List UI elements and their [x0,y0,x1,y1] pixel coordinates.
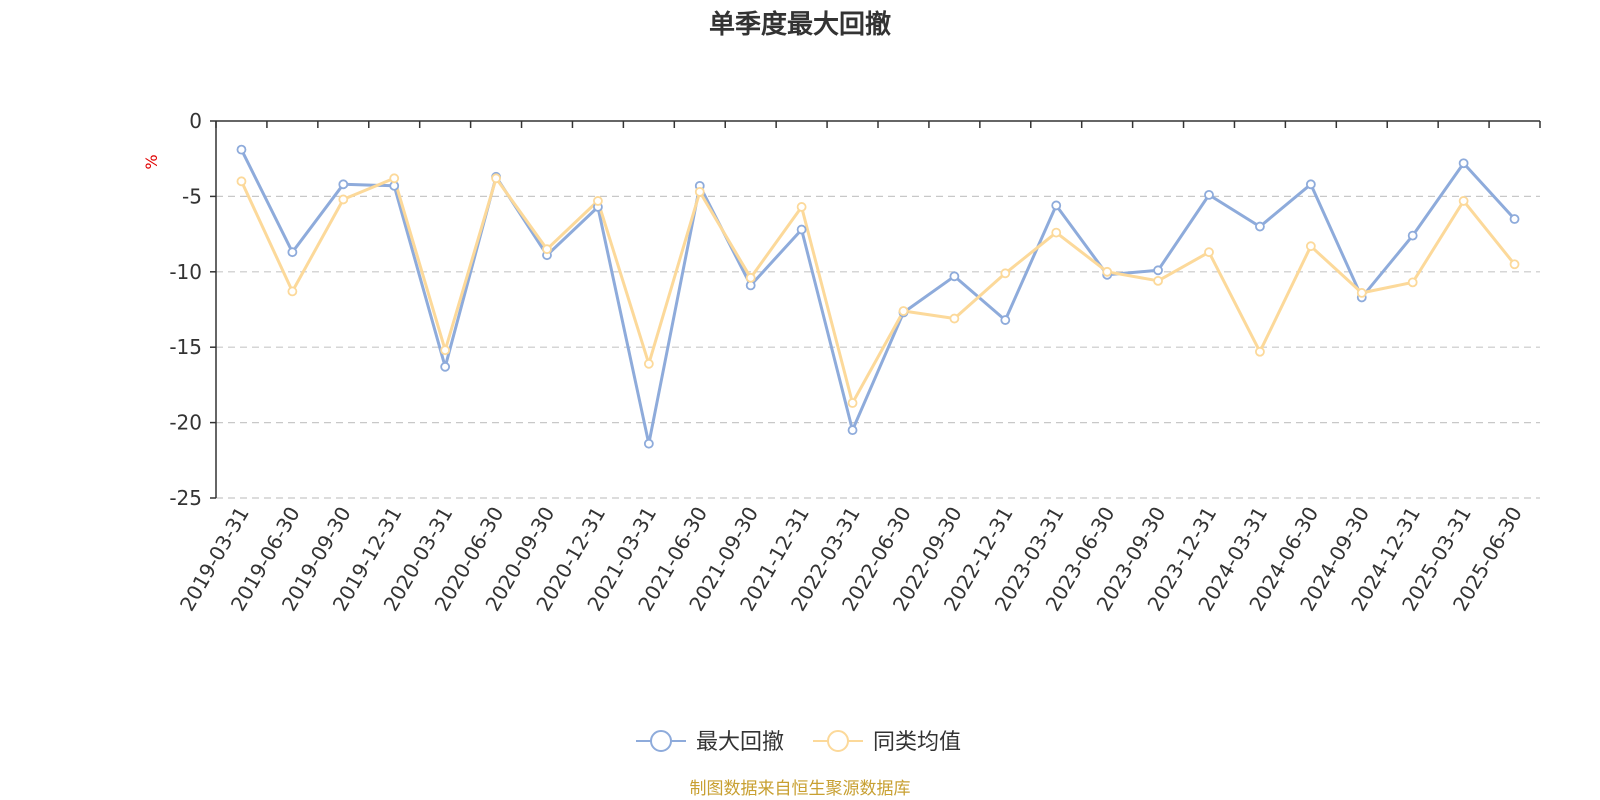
data-point-series-1[interactable] [593,196,603,206]
data-point-series-1[interactable] [1458,196,1469,206]
axes [215,120,1540,498]
data-point-series-1[interactable] [949,313,960,324]
data-point-series-1[interactable] [1000,268,1011,279]
data-point-series-0[interactable] [796,224,807,235]
data-point-series-1[interactable] [847,398,858,408]
data-point-series-0[interactable] [847,425,858,436]
legend-label-max-drawdown: 最大回撤 [696,730,784,755]
y-tick-label: -5 [182,184,202,208]
data-point-series-0[interactable] [440,361,451,372]
data-point-series-1[interactable] [1204,247,1214,258]
data-point-series-0[interactable] [1051,200,1062,211]
series-line-0 [240,149,1516,446]
data-point-series-1[interactable] [491,173,501,184]
data-point-series-0[interactable] [1407,230,1418,241]
data-point-series-1[interactable] [694,186,705,197]
data-point-series-1[interactable] [287,286,298,297]
data-point-series-1[interactable] [1255,346,1265,357]
data-point-series-0[interactable] [1458,158,1469,169]
legend[interactable]: 最大回撤 同类均值 [636,730,961,755]
data-point-series-0[interactable] [949,271,960,282]
data-point-series-1[interactable] [236,176,247,187]
data-point-series-1[interactable] [1305,241,1316,252]
legend-item-peer-average[interactable]: 同类均值 [813,730,961,755]
data-point-series-1[interactable] [542,244,552,255]
data-point-series-1[interactable] [1102,266,1113,277]
data-point-series-0[interactable] [643,438,654,449]
data-point-series-1[interactable] [898,306,909,316]
data-point-series-1[interactable] [440,345,451,356]
data-point-series-1[interactable] [1051,227,1062,238]
data-point-series-1[interactable] [1509,259,1520,270]
data-point-series-0[interactable] [287,247,298,258]
data-point-series-1[interactable] [1153,275,1163,286]
legend-circle-icon [827,730,849,752]
data-point-series-1[interactable] [796,202,807,212]
y-tick-label: -10 [169,260,202,284]
y-axis-unit: % [142,154,161,169]
y-tick-label: -25 [169,486,202,510]
data-point-series-0[interactable] [1153,265,1163,276]
y-axis-ticks: 0 -5 -10 -15 -20 -25 [169,109,216,510]
data-point-series-0[interactable] [338,179,349,190]
data-point-series-0[interactable] [1305,179,1316,190]
series-line-1 [240,176,1516,405]
data-point-series-1[interactable] [745,272,756,283]
legend-circle-icon [650,730,672,752]
data-point-series-1[interactable] [1407,277,1418,288]
data-point-series-0[interactable] [1509,214,1520,224]
y-tick-label: 0 [189,109,202,133]
data-point-series-1[interactable] [1356,288,1367,298]
data-point-series-1[interactable] [389,173,400,184]
gridlines [216,195,1540,499]
data-point-series-1[interactable] [338,194,349,205]
y-tick-label: -20 [169,411,202,435]
series-lines [240,149,1516,446]
data-point-series-1[interactable] [643,358,654,369]
chart-title: 单季度最大回撤 [709,9,891,40]
legend-label-peer-average: 同类均值 [873,730,961,755]
data-point-series-0[interactable] [1000,315,1011,325]
series-points [236,144,1520,449]
y-tick-label: -15 [169,335,202,359]
x-axis-ticks: 2019-03-312019-06-302019-09-302019-12-31… [175,121,1541,615]
data-point-series-0[interactable] [1255,221,1265,232]
data-point-series-0[interactable] [1204,189,1214,200]
data-point-series-0[interactable] [236,144,247,155]
legend-item-max-drawdown[interactable]: 最大回撤 [636,730,784,755]
data-source-note: 制图数据来自恒生聚源数据库 [690,779,911,799]
